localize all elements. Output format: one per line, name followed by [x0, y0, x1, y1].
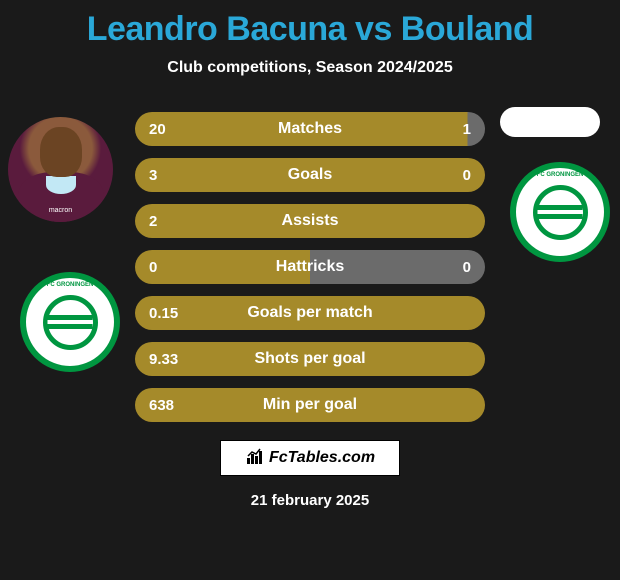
stat-label: Matches [278, 120, 342, 138]
stat-label: Shots per goal [254, 350, 365, 368]
stat-value-left: 0 [149, 259, 199, 276]
stat-row: 20 Matches 1 [135, 112, 485, 146]
stats-container: 20 Matches 1 3 Goals 0 2 Assists 0 Hattricks 0 0.15… [135, 107, 485, 422]
stat-value-left: 2 [149, 213, 199, 230]
stat-value-left: 638 [149, 397, 199, 414]
footer-date: 21 february 2025 [0, 492, 620, 509]
stat-value-left: 0.15 [149, 305, 199, 322]
chart-icon [245, 446, 265, 471]
stat-label: Goals [288, 166, 332, 184]
stat-value-left: 3 [149, 167, 199, 184]
stat-value-left: 20 [149, 121, 199, 138]
stat-label: Hattricks [276, 258, 344, 276]
player-avatar-right [500, 107, 600, 137]
stat-row: 638 Min per goal [135, 388, 485, 422]
stat-row: 0 Hattricks 0 [135, 250, 485, 284]
stat-value-left: 9.33 [149, 351, 199, 368]
stat-label: Assists [282, 212, 339, 230]
club-badge-left: FC GRONINGEN [20, 272, 120, 372]
player-avatar-left: macron [8, 117, 113, 222]
stat-value-right: 0 [421, 167, 471, 184]
brand-logo: FcTables.com [220, 440, 400, 476]
content-area: macron FC GRONINGEN FC GRONINGEN 20Match… [0, 107, 620, 422]
stat-row: 0.15 Goals per match [135, 296, 485, 330]
stat-value-right: 0 [421, 259, 471, 276]
stat-label: Goals per match [247, 304, 372, 322]
brand-text: FcTables.com [269, 449, 375, 467]
stat-row: 9.33 Shots per goal [135, 342, 485, 376]
page-title: Leandro Bacuna vs Bouland [0, 0, 620, 49]
stat-value-right: 1 [421, 121, 471, 138]
stat-row: 3 Goals 0 [135, 158, 485, 192]
club-badge-right: FC GRONINGEN [510, 162, 610, 262]
stat-label: Min per goal [263, 396, 357, 414]
stat-row: 2 Assists [135, 204, 485, 238]
page-subtitle: Club competitions, Season 2024/2025 [0, 59, 620, 77]
